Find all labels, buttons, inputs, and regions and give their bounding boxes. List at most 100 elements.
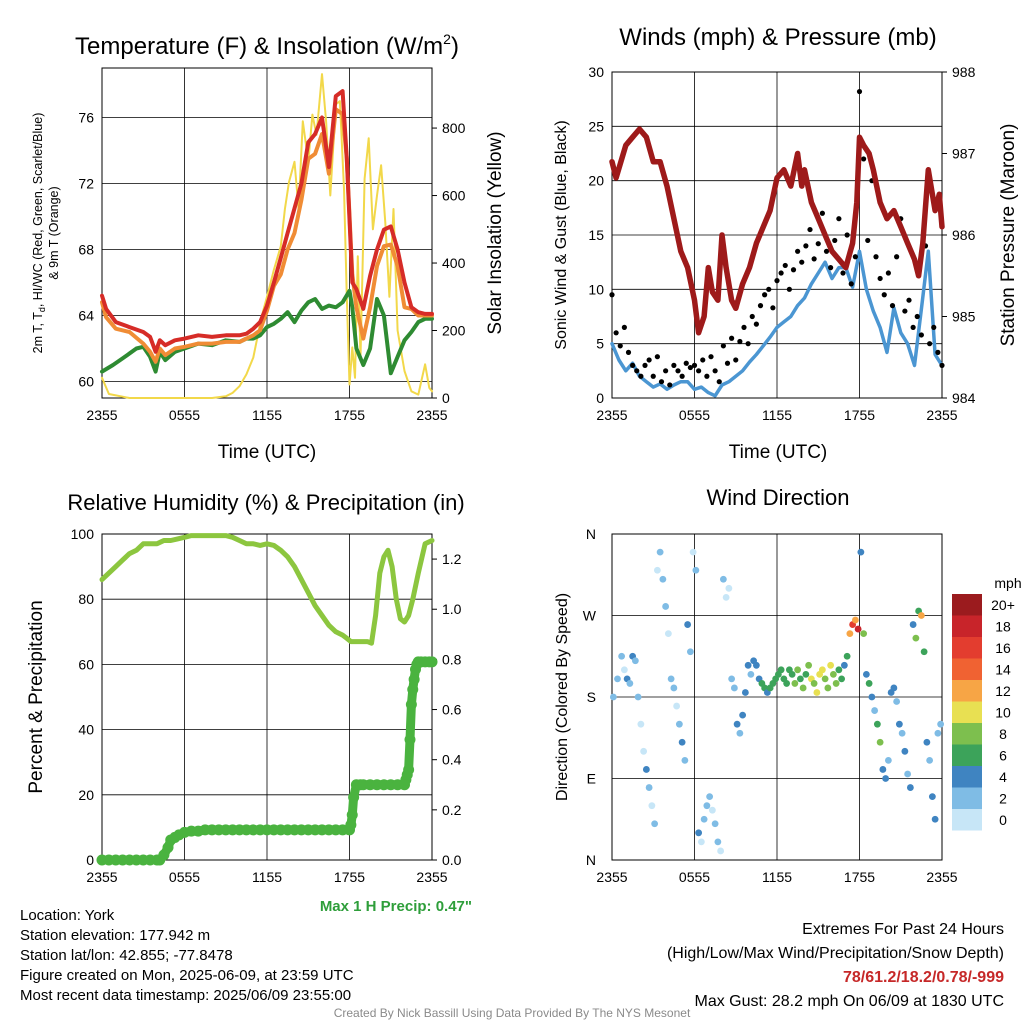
y-tick-label: 15 [588,227,604,243]
y2-tick-label: 0 [442,390,450,406]
y2-tick-label: 0.6 [442,702,462,718]
gust-point [729,335,735,341]
direction-point [838,675,846,683]
direction-point [829,670,837,678]
y-tick-label: N [586,526,596,542]
y2-tick-label: 0.4 [442,752,462,768]
direction-point [717,847,725,855]
direction-point [645,784,653,791]
y2-tick-label: 1.0 [442,601,462,617]
y-tick-label: 80 [78,591,94,607]
title-superscript: 2 [443,31,451,47]
gust-point [667,382,673,388]
precip-point [408,673,420,685]
direction-point [620,666,628,674]
latlon-text: Station lat/lon: 42.855; -77.8478 [20,947,233,964]
direction-point [651,820,659,828]
y-tick-label: 68 [78,242,94,258]
direction-point [791,680,799,687]
direction-point [744,661,752,669]
gust-point [679,373,685,379]
direction-point [890,684,898,692]
direction-point [917,612,925,619]
gust-point [696,368,702,374]
x-tick-label: 1155 [252,869,282,885]
dewpoint-line [100,288,434,376]
direction-point [909,621,917,628]
x-tick-label: 0555 [169,407,200,423]
gust-point [638,373,644,379]
direction-point [901,747,909,755]
direction-point [876,738,884,746]
legend-swatch [952,787,982,809]
direction-point [846,630,854,638]
legend-swatch [952,701,982,723]
direction-point [667,675,675,683]
elevation-text: Station elevation: 177.942 m [20,927,211,944]
y-tick-label: 20 [588,173,604,189]
direction-point [747,670,755,678]
direction-point [860,630,868,638]
legend-label: 10 [995,705,1011,721]
direction-point [840,661,848,669]
direction-point [788,670,796,678]
direction-point [706,793,714,801]
gust-point [819,210,825,216]
direction-point [802,670,810,678]
y-tick-label: 76 [78,110,94,126]
y-axis-label: Direction (Colored By Speed) [554,593,571,801]
direction-point [739,711,747,719]
direction-point [656,548,664,556]
direction-point [928,793,936,801]
location-text: Location: York [20,907,115,924]
y-tick-label: 10 [588,281,604,297]
direction-point [634,693,642,701]
gust-point [774,278,780,284]
gust-point [782,262,788,269]
direction-point [882,775,890,782]
gust-point [931,324,937,330]
gust-point [807,226,813,233]
x-tick-label: 1155 [252,407,282,423]
gust-point [733,357,739,363]
x-tick-label: 1155 [762,407,792,423]
gust-point [716,379,722,385]
direction-point [626,680,634,687]
y-axis-label: 2m T, Td, HI/WC (Red, Green, Scarlet/Blu… [31,113,47,354]
x-tick-label: 1155 [762,869,792,885]
y-tick-label: 25 [588,118,604,134]
direction-point [695,829,703,837]
direction-point [703,802,711,810]
y-tick-label: 5 [596,336,604,352]
direction-point [912,634,920,642]
y2-tick-label: 0.0 [442,852,462,868]
x-tick-label: 0555 [679,869,710,885]
y-tick-label: S [587,689,596,705]
chart-title: Relative Humidity (%) & Precipitation (i… [67,490,464,515]
y-axis-label-2: & 9m T (Orange) [47,186,61,279]
gust-point [762,292,768,298]
direction-point [884,756,892,764]
gust-point [650,373,656,379]
x-tick-label: 0555 [169,869,200,885]
legend-swatch [952,680,982,702]
y-tick-label: 100 [71,526,95,542]
extremes-info: Extremes For Past 24 Hours (High/Low/Max… [667,918,1004,1014]
direction-point [893,698,901,705]
direction-point [813,689,821,696]
direction-point [937,720,945,728]
direction-point [818,666,826,674]
gust-point [823,248,830,254]
gust-point [671,362,677,368]
y-tick-label: 60 [78,374,94,390]
legend-swatch [952,809,982,831]
direction-point [934,729,942,737]
gust-point [840,270,846,276]
gust-point [906,297,912,303]
y-tick-label: 40 [78,722,94,738]
direction-point [799,684,807,692]
gust-point [708,354,714,360]
y2-tick-label: 986 [952,227,976,243]
gust-point [848,281,854,287]
y-tick-label: 0 [86,852,94,868]
